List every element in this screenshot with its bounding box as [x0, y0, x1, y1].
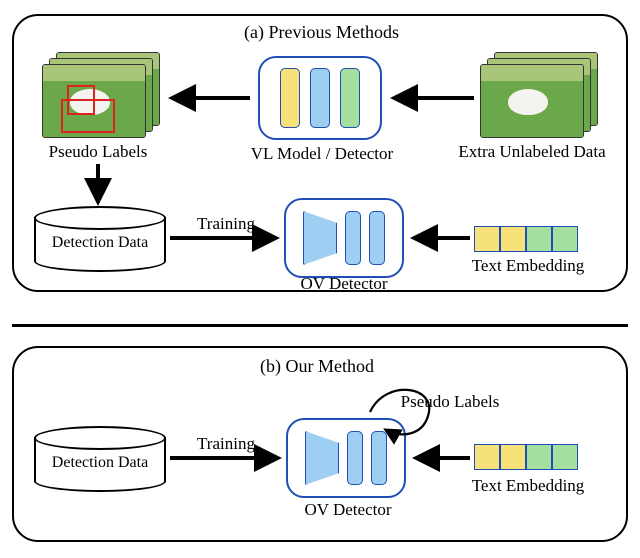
- extra-unlabeled-data-image: [480, 52, 598, 138]
- pseudo-labels-image: [42, 52, 160, 138]
- vl-model-label: VL Model / Detector: [242, 144, 402, 164]
- text-embedding-b-icon: [474, 444, 578, 470]
- divider: [12, 324, 628, 327]
- text-embedding-a-label: Text Embedding: [458, 256, 598, 276]
- extra-unlabeled-data-label: Extra Unlabeled Data: [450, 142, 614, 162]
- panel-our-method: (b) Our Method Detection Data Training O…: [12, 346, 628, 542]
- text-embedding-b-label: Text Embedding: [458, 476, 598, 496]
- detection-data-label-a: Detection Data: [42, 234, 158, 252]
- ov-detector-b-icon: [286, 418, 406, 498]
- panel-b-title: (b) Our Method: [260, 356, 374, 377]
- vl-model-icon: [258, 56, 382, 140]
- pseudo-labels-text: Pseudo Labels: [38, 142, 158, 162]
- ov-detector-a-icon: [284, 198, 404, 278]
- training-label-a: Training: [186, 214, 266, 234]
- panel-previous-methods: (a) Previous Methods Extra Unlabeled Dat…: [12, 14, 628, 292]
- ov-detector-a-label: OV Detector: [292, 274, 396, 294]
- ov-detector-b-label: OV Detector: [296, 500, 400, 520]
- panel-a-title: (a) Previous Methods: [244, 22, 399, 43]
- training-label-b: Training: [186, 434, 266, 454]
- text-embedding-a-icon: [474, 226, 578, 252]
- detection-data-label-b: Detection Data: [42, 454, 158, 472]
- pseudo-labels-b: Pseudo Labels: [390, 392, 510, 412]
